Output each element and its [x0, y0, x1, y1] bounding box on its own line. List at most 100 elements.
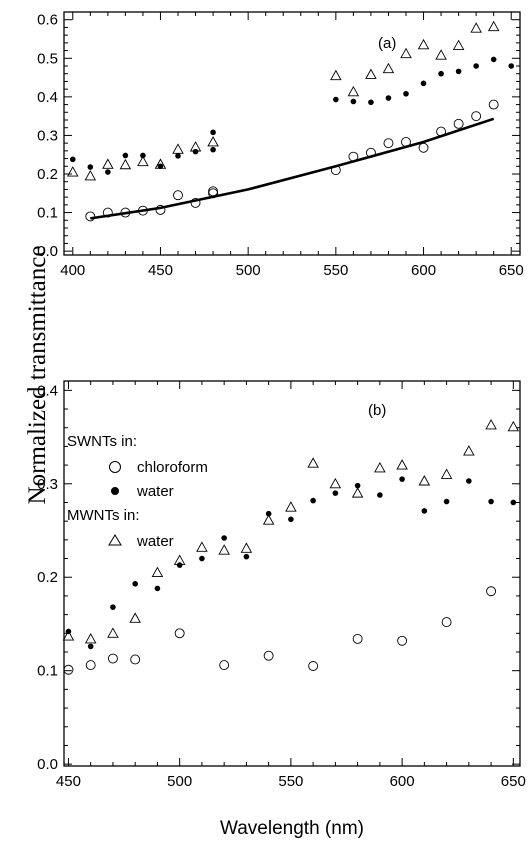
data-point-filled-circle [473, 63, 479, 69]
panel-a: (a) 400 450 500 550 600 650 0.00.10.20.30.40.… [37, 11, 524, 279]
data-point-open-circle [397, 635, 408, 646]
data-point-open-circle [441, 617, 452, 628]
data-point-filled-circle [354, 482, 361, 489]
data-point-open-triangle [172, 143, 184, 154]
legend-marker-open-circle [109, 461, 121, 473]
x-tick-label: 600 [390, 773, 415, 790]
data-point-filled-circle [438, 70, 444, 77]
data-point-open-circle [418, 142, 429, 153]
panel-a-frame [63, 11, 521, 256]
x-tick-label: 400 [60, 262, 85, 279]
y-tick-label: 0.6 [37, 12, 58, 29]
data-point-open-triangle [307, 457, 319, 468]
data-point-filled-circle [105, 169, 111, 175]
data-point-open-triangle [154, 158, 167, 169]
x-tick-label: 450 [56, 773, 81, 790]
data-point-open-triangle [485, 418, 497, 430]
data-point-filled-circle [210, 129, 216, 136]
data-point-filled-circle [350, 98, 357, 105]
panel-a-x-ticks: 400 450 500 550 600 650 [60, 12, 524, 279]
data-point-open-triangle [262, 514, 275, 525]
data-point-open-circle [190, 197, 201, 208]
data-point-filled-circle [399, 476, 405, 482]
panel-b: (b) 450 500 550 600 650 0.0 0.1 0.2 0.3 0.4 SWNT… [37, 380, 526, 790]
data-point-open-circle [85, 660, 96, 671]
data-point-open-triangle [452, 39, 465, 51]
data-point-filled-circle [421, 508, 428, 514]
data-point-open-triangle [137, 155, 149, 167]
data-point-open-circle [352, 633, 363, 644]
data-point-filled-circle [455, 68, 462, 75]
y-tick-label: 0.1 [37, 205, 58, 222]
data-point-filled-circle [87, 643, 94, 650]
data-point-open-triangle [400, 47, 412, 59]
data-point-open-triangle [285, 501, 297, 512]
data-point-open-triangle [151, 566, 164, 578]
data-point-filled-circle [466, 478, 472, 484]
data-point-open-circle [174, 628, 185, 639]
data-point-filled-circle [176, 562, 183, 568]
data-point-open-triangle [470, 22, 482, 33]
data-point-open-triangle [487, 20, 500, 32]
data-point-open-circle [85, 211, 96, 222]
data-point-open-triangle [67, 166, 79, 177]
y-tick-label: 0.0 [37, 243, 58, 260]
data-point-filled-circle [87, 164, 94, 170]
data-point-open-triangle [382, 62, 395, 74]
panel-b-marks [62, 418, 520, 675]
y-tick-label: 0.2 [37, 569, 58, 586]
data-point-open-circle [471, 111, 482, 122]
data-point-open-triangle [435, 49, 447, 60]
data-point-filled-circle [110, 604, 116, 610]
data-point-open-triangle [374, 461, 386, 473]
x-tick-label: 550 [323, 262, 348, 279]
data-point-open-triangle [351, 487, 364, 498]
data-point-filled-circle [333, 96, 339, 103]
data-point-filled-circle [490, 56, 497, 63]
data-point-filled-circle [122, 152, 129, 159]
data-point-open-circle [173, 190, 183, 201]
x-tick-label: 450 [148, 262, 173, 279]
y-tick-label: 0.3 [37, 127, 58, 144]
x-tick-label: 550 [278, 773, 303, 790]
legend-marker-filled-circle [111, 487, 119, 495]
y-axis-label: Normalized transmittance [24, 246, 51, 505]
x-tick-label: 500 [236, 262, 261, 279]
data-point-filled-circle [175, 153, 181, 159]
data-point-filled-circle [154, 585, 161, 592]
data-point-filled-circle [510, 499, 517, 506]
data-point-filled-circle [385, 95, 392, 101]
data-point-filled-circle [368, 99, 374, 106]
y-tick-label: 0.2 [37, 166, 58, 183]
data-point-filled-circle [332, 490, 339, 496]
panel-b-x-ticks: 450 500 550 600 650 [56, 381, 526, 790]
legend-entry-water-mwnts: water [136, 533, 174, 550]
data-point-filled-circle [377, 492, 383, 498]
y-tick-label: 0.1 [37, 663, 58, 680]
data-point-open-circle [63, 664, 74, 675]
data-point-open-circle [263, 650, 274, 661]
data-point-open-triangle [240, 542, 253, 553]
x-tick-label: 650 [501, 773, 526, 790]
data-point-open-triangle [396, 459, 408, 470]
data-point-open-triangle [417, 38, 430, 50]
data-point-filled-circle [132, 580, 138, 587]
data-point-open-circle [219, 660, 230, 671]
data-point-open-triangle [84, 632, 97, 644]
data-point-open-circle [107, 653, 118, 664]
data-point-open-triangle [347, 85, 360, 97]
data-point-open-triangle [173, 554, 186, 565]
x-tick-label: 500 [167, 773, 192, 790]
data-point-filled-circle [403, 90, 409, 97]
y-tick-label: 0.4 [37, 89, 58, 106]
data-point-open-triangle [418, 475, 431, 486]
data-point-filled-circle [210, 146, 216, 153]
data-point-open-triangle [119, 158, 132, 170]
data-point-open-triangle [62, 630, 75, 641]
data-point-open-triangle [365, 68, 377, 79]
x-axis-label: Wavelength (nm) [220, 818, 364, 839]
data-point-open-triangle [329, 477, 342, 489]
data-point-open-circle [453, 118, 464, 129]
data-point-filled-circle [192, 148, 199, 155]
